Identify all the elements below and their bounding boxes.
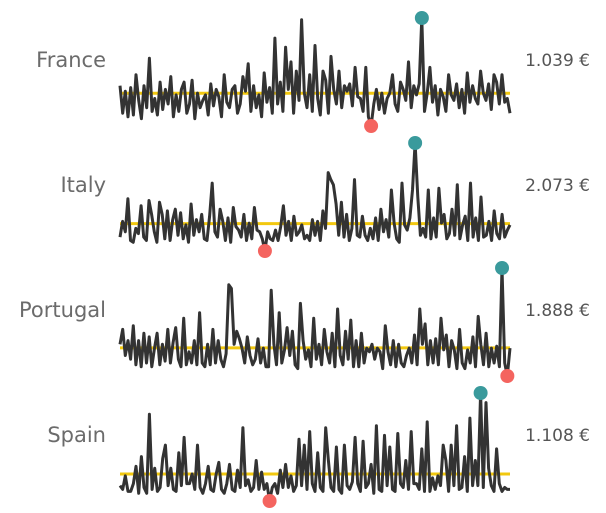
sparkline-france xyxy=(118,11,512,133)
row-value-spain: 1.108 € xyxy=(525,426,590,446)
row-value-italy: 2.073 € xyxy=(525,176,590,196)
series-line-france xyxy=(118,16,512,128)
row-value-portugal: 1.888 € xyxy=(525,301,590,321)
min-marker-italy xyxy=(257,244,272,258)
row-value-france: 1.039 € xyxy=(525,51,590,71)
max-marker-portugal xyxy=(495,261,510,275)
sparkline-spain xyxy=(118,386,510,508)
min-marker-portugal xyxy=(500,369,515,383)
row-label-italy: Italy xyxy=(60,173,106,197)
max-marker-france xyxy=(414,11,429,25)
min-marker-france xyxy=(364,119,379,133)
max-marker-spain xyxy=(473,386,488,400)
row-label-france: France xyxy=(36,48,106,72)
series-line-portugal xyxy=(118,266,512,378)
sparkline-italy xyxy=(118,136,512,258)
row-label-spain: Spain xyxy=(47,423,106,447)
min-marker-spain xyxy=(262,494,277,508)
series-line-italy xyxy=(118,141,512,253)
max-marker-italy xyxy=(408,136,423,150)
row-label-portugal: Portugal xyxy=(19,298,106,322)
sparkline-portugal xyxy=(118,261,515,383)
series-line-spain xyxy=(118,391,510,503)
